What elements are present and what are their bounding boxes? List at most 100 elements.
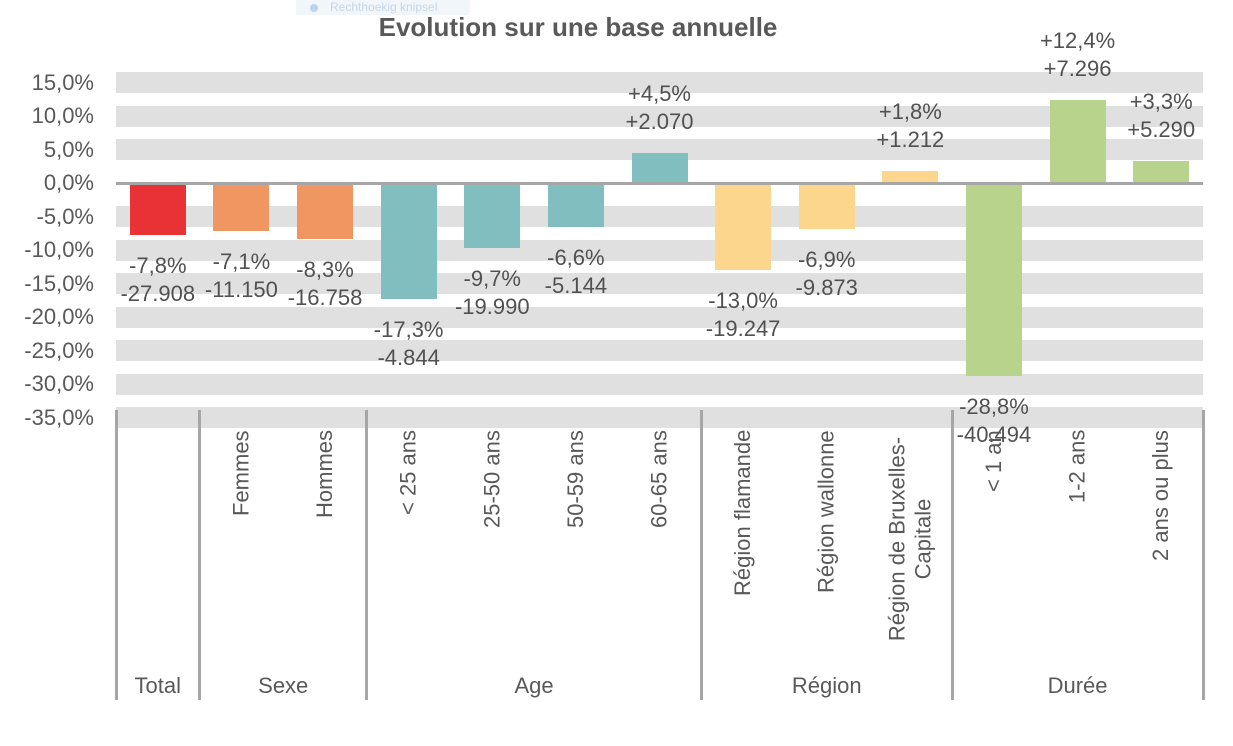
bar-region-wallonne	[798, 183, 855, 230]
category-label-femmes: Femmes	[228, 430, 254, 516]
y-tick-label: 5,0%	[43, 136, 94, 162]
group-separator	[114, 410, 118, 700]
bar-pct-label: +3,3%	[1129, 88, 1193, 114]
bar-region-de-bruxelles-capitale	[882, 170, 939, 183]
bar-abs-label: -11.150	[204, 276, 278, 302]
bar-value-label-1-2-ans: +12,4% +7.296	[1013, 27, 1143, 83]
bar-abs-label: -4.844	[377, 344, 440, 370]
bar-value-label-60-65-ans: +4,5% +2.070	[595, 80, 725, 136]
group-separator	[198, 410, 202, 700]
bar-value-label-total: -7,8% -27.908	[93, 252, 223, 308]
bar-value-label-25-ans: -17,3% -4.844	[344, 316, 474, 372]
bar-abs-label: -27.908	[120, 281, 196, 307]
group-separator	[1201, 410, 1205, 700]
bar-abs-label: -19.247	[705, 316, 781, 342]
bar-region-flamande	[715, 183, 772, 271]
bar-value-label-region-wallonne: -6,9% -9.873	[762, 246, 892, 302]
y-tick-label: -35,0%	[24, 404, 94, 430]
y-tick-label: -20,0%	[24, 304, 94, 329]
category-label-region-flamande: Région flamande	[730, 429, 756, 596]
bar-pct-label: +1,8%	[878, 98, 942, 124]
snip-tool-remnant[interactable]: Rechthoekig knipsel	[296, 0, 470, 15]
y-tick-label: -10,0%	[24, 237, 94, 262]
bar-1-2-ans	[1049, 99, 1106, 183]
y-tick-label: 10,0%	[31, 103, 94, 128]
bar-abs-label: -9.873	[795, 275, 858, 301]
gridline-stripe	[116, 340, 1203, 361]
zero-axis-line	[116, 181, 1203, 185]
bar-abs-label: +2.070	[625, 108, 694, 134]
bar-value-label-2-ans-ou-plus: +3,3% +5.290	[1096, 88, 1226, 144]
bar-abs-label: -40.494	[956, 421, 1032, 447]
bar-60-65-ans	[631, 152, 688, 183]
gridline-stripe	[116, 105, 1203, 127]
bar-pct-label: -28,8%	[959, 393, 1029, 419]
chart-title: Evolution sur une base annuelle	[378, 12, 778, 42]
bar-pct-label: -6,6%	[547, 245, 605, 271]
group-separator	[950, 410, 954, 700]
group-separator	[699, 410, 703, 700]
bar-pct-label: -7,8%	[129, 253, 187, 279]
bar-value-label-25-50-ans: -9,7% -19.990	[427, 265, 557, 321]
group-label-age: Age	[514, 673, 554, 698]
y-tick-label: -25,0%	[24, 337, 94, 363]
group-label-sexe: Sexe	[258, 673, 309, 698]
category-label-25-ans: < 25 ans	[395, 429, 421, 515]
gridline-stripe	[116, 306, 1203, 328]
bar-pct-label: -13,0%	[708, 288, 778, 314]
group-separator	[365, 410, 369, 700]
y-tick-label: -5,0%	[36, 203, 94, 229]
bar-abs-label: -19.990	[454, 293, 530, 319]
bar-pct-label: +4,5%	[628, 80, 691, 106]
y-tick-label: 0,0%	[43, 170, 94, 195]
bar-pct-label: -8,3%	[296, 256, 354, 282]
bar-abs-label: +7.296	[1043, 55, 1112, 81]
bar-2-ans-ou-plus	[1133, 160, 1190, 183]
bar-value-label-hommes: -8,3% -16.758	[260, 256, 390, 312]
group-label-region: Région	[791, 673, 862, 698]
bar-value-label-region-de-bruxelles-capitale: +1,8% +1.212	[845, 98, 975, 154]
bar-pct-label: -7,1%	[212, 248, 271, 274]
bar-pct-label: -6,9%	[797, 247, 856, 273]
gridline-stripe	[116, 373, 1203, 395]
gridline-stripe	[116, 407, 1203, 428]
y-tick-label: -15,0%	[24, 270, 94, 296]
bar-value-label-region-flamande: -13,0% -19.247	[678, 287, 808, 343]
gridline-stripe	[116, 139, 1203, 160]
y-tick-label: -30,0%	[24, 371, 94, 396]
category-label-50-59-ans: 50-59 ans	[562, 430, 588, 528]
gridline-stripe	[116, 72, 1203, 93]
bar-abs-label: +5.290	[1127, 116, 1196, 142]
bar-hommes	[297, 183, 354, 239]
bar-total	[129, 183, 186, 236]
category-label-region-wallonne: Région wallonne	[813, 430, 839, 593]
group-label-duree: Durée	[1047, 673, 1108, 698]
bar-pct-label: -17,3%	[373, 316, 444, 342]
category-label-line: Région de Bruxelles-	[884, 436, 910, 642]
category-label-region-de-bruxelles-capitale: Région de Bruxelles- Capitale	[884, 430, 936, 648]
bar-value-label-1-an: -28,8% -40.494	[929, 393, 1059, 449]
bar-value-label-50-59-ans: -6,6% -5.144	[511, 244, 641, 300]
snip-option-label: Rechthoekig knipsel	[330, 0, 438, 14]
bar-abs-label: +1.212	[876, 126, 945, 152]
bar-value-label-femmes: -7,1% -11.150	[176, 248, 306, 304]
bar-50-59-ans	[547, 183, 604, 228]
bar-femmes	[213, 183, 270, 231]
category-label-60-65-ans: 60-65 ans	[646, 430, 672, 528]
bar-25-50-ans	[464, 183, 521, 248]
bar-abs-label: -5.144	[544, 273, 608, 299]
bar-abs-label: -16.758	[287, 284, 363, 310]
category-label-1-an: < 1 an	[980, 430, 1006, 492]
category-label-hommes: Hommes	[312, 429, 338, 518]
bar-pct-label: -9,7%	[463, 265, 521, 291]
category-label-line: Capitale	[910, 498, 936, 580]
category-label-2-ans-ou-plus: 2 ans ou plus	[1148, 430, 1174, 561]
radio-icon	[310, 4, 318, 12]
bar-pct-label: +12,4%	[1039, 27, 1116, 53]
bar-25-ans	[380, 183, 437, 299]
category-label-1-2-ans: 1-2 ans	[1064, 429, 1090, 503]
